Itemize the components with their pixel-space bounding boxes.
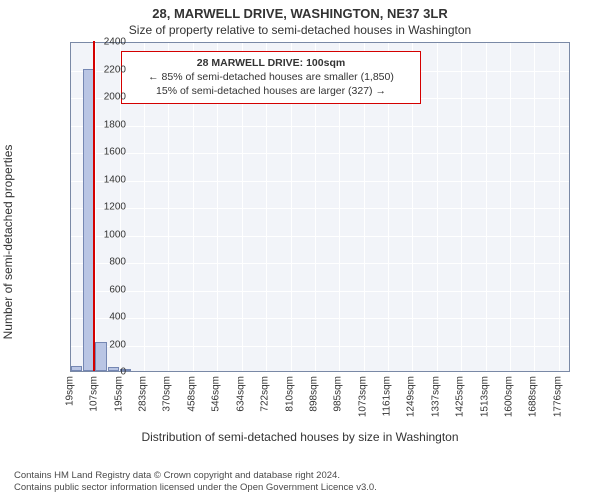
gridline-horizontal [71,126,569,127]
footer-line-2: Contains public sector information licen… [14,482,377,494]
x-tick-label: 985sqm [333,376,344,412]
gridline-horizontal [71,318,569,319]
x-tick-label: 1688sqm [528,376,539,417]
footer-attribution: Contains HM Land Registry data © Crown c… [14,470,377,494]
gridline-horizontal [71,181,569,182]
x-tick-label: 810sqm [284,376,295,412]
x-tick-label: 1337sqm [430,376,441,417]
x-tick-label: 1073sqm [357,376,368,417]
y-tick-label: 1800 [86,119,126,130]
callout-line: ← 85% of semi-detached houses are smalle… [130,70,412,84]
gridline-horizontal [71,236,569,237]
y-tick-label: 2000 [86,92,126,103]
y-tick-label: 1000 [86,229,126,240]
y-tick-label: 800 [86,257,126,268]
chart-container: Number of semi-detached properties 28 MA… [20,42,580,442]
gridline-vertical [461,43,462,371]
gridline-vertical [559,43,560,371]
x-tick-label: 283sqm [138,376,149,412]
footer-line-1: Contains HM Land Registry data © Crown c… [14,470,377,482]
y-tick-label: 2400 [86,37,126,48]
y-tick-label: 1400 [86,174,126,185]
x-tick-label: 1425sqm [455,376,466,417]
y-tick-label: 600 [86,284,126,295]
x-tick-label: 1776sqm [552,376,563,417]
gridline-horizontal [71,291,569,292]
y-tick-label: 2200 [86,64,126,75]
x-tick-label: 195sqm [113,376,124,412]
gridline-vertical [486,43,487,371]
x-tick-label: 1600sqm [503,376,514,417]
x-tick-label: 370sqm [162,376,173,412]
y-tick-label: 1600 [86,147,126,158]
y-tick-label: 400 [86,312,126,323]
chart-title-main: 28, MARWELL DRIVE, WASHINGTON, NE37 3LR [0,0,600,21]
x-tick-label: 1513sqm [479,376,490,417]
x-tick-label: 107sqm [89,376,100,412]
gridline-horizontal [71,208,569,209]
x-tick-label: 898sqm [309,376,320,412]
property-callout: 28 MARWELL DRIVE: 100sqm← 85% of semi-de… [121,51,421,104]
y-tick-label: 200 [86,339,126,350]
chart-plot-area: 28 MARWELL DRIVE: 100sqm← 85% of semi-de… [70,42,570,372]
histogram-bar [71,366,82,372]
x-tick-label: 546sqm [211,376,222,412]
gridline-vertical [510,43,511,371]
x-tick-label: 722sqm [260,376,271,412]
gridline-vertical [534,43,535,371]
gridline-vertical [437,43,438,371]
chart-title-sub: Size of property relative to semi-detach… [0,21,600,37]
x-tick-label: 1249sqm [406,376,417,417]
gridline-horizontal [71,153,569,154]
y-axis-label: Number of semi-detached properties [1,145,15,340]
y-tick-label: 1200 [86,202,126,213]
callout-line: 15% of semi-detached houses are larger (… [130,84,412,98]
x-tick-label: 634sqm [235,376,246,412]
x-tick-label: 19sqm [65,376,76,406]
x-axis-label: Distribution of semi-detached houses by … [141,430,458,444]
x-tick-label: 458sqm [186,376,197,412]
x-tick-label: 1161sqm [382,376,393,416]
callout-line: 28 MARWELL DRIVE: 100sqm [130,56,412,70]
gridline-horizontal [71,263,569,264]
gridline-horizontal [71,346,569,347]
